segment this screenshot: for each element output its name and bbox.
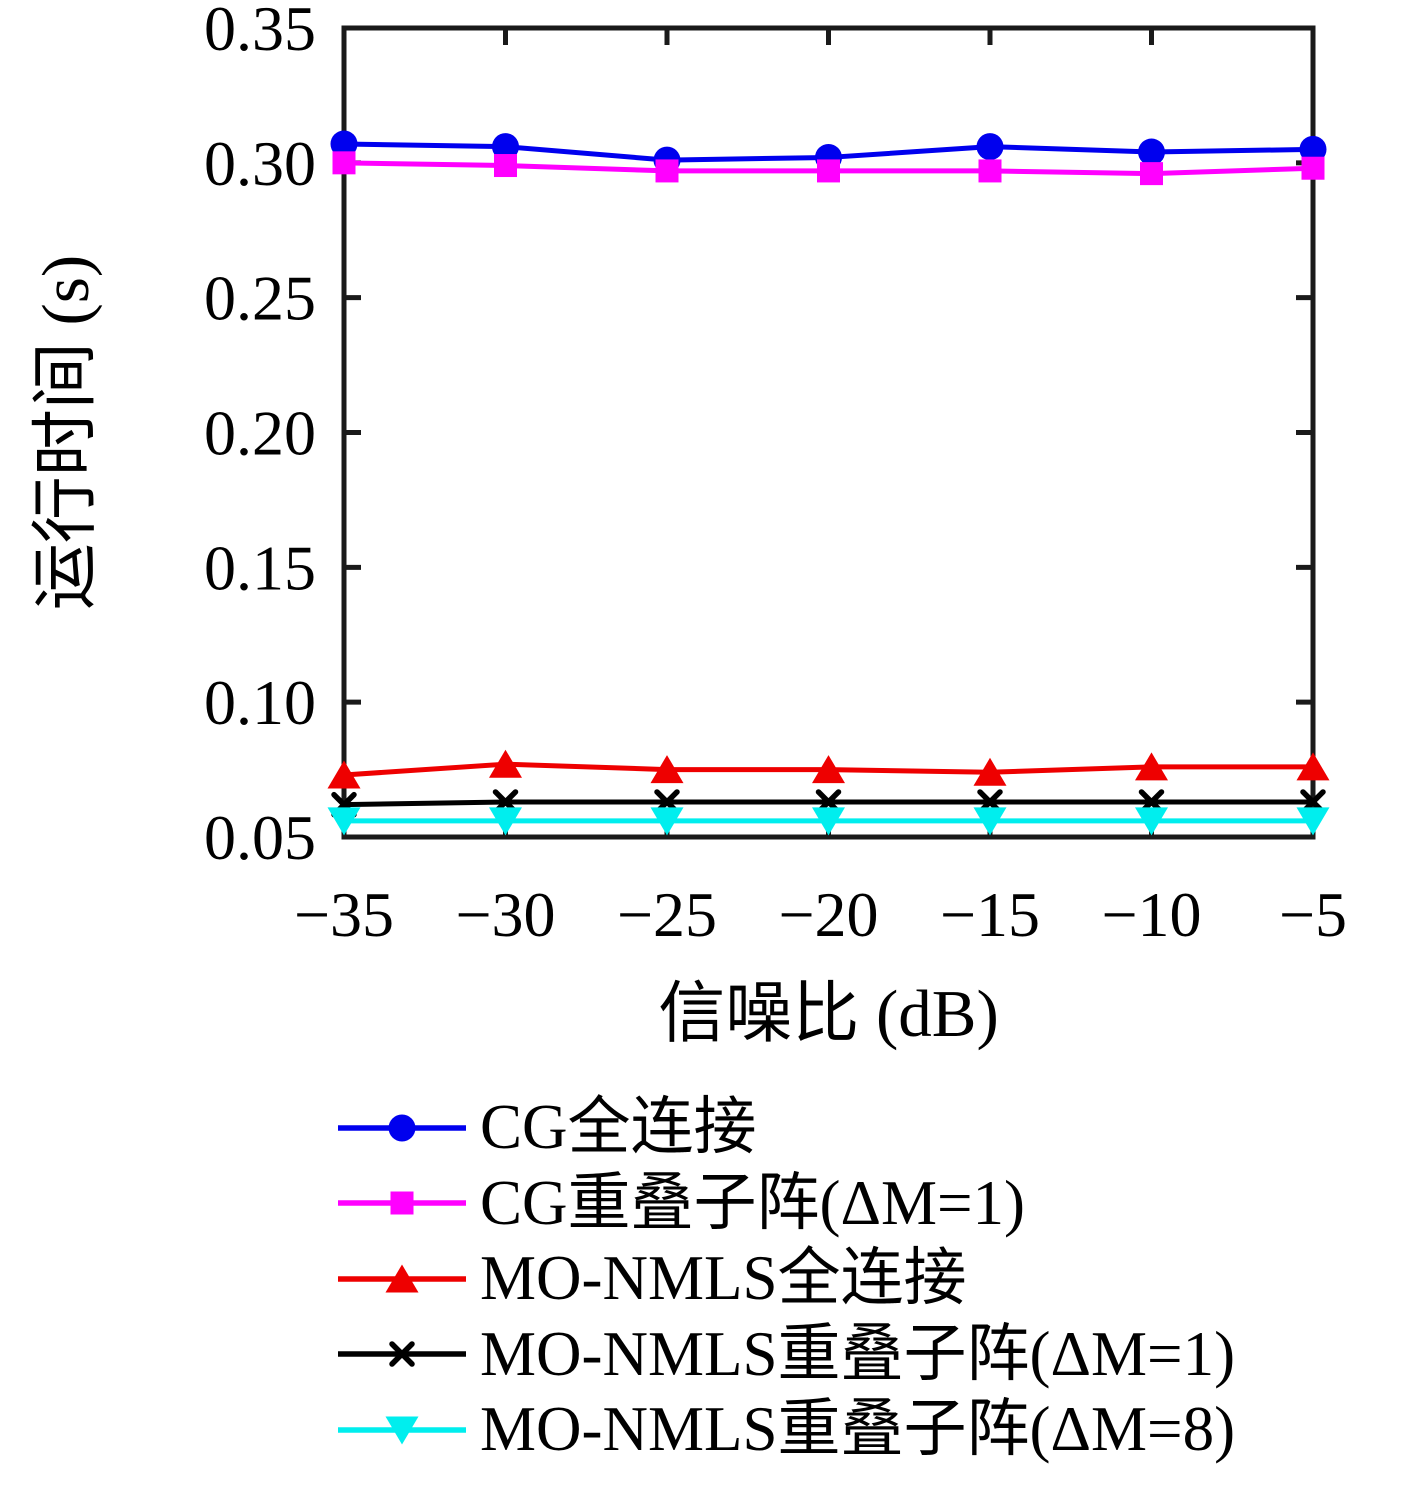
svg-text:0.15: 0.15 (204, 532, 316, 603)
series-1 (332, 151, 1325, 186)
svg-text:0.10: 0.10 (204, 667, 316, 738)
svg-text:0.05: 0.05 (204, 802, 316, 873)
legend-item: CG重叠子阵(ΔM=1) (336, 1166, 1235, 1242)
svg-text:−25: −25 (617, 879, 717, 950)
legend-item: MO-NMLS全连接 (336, 1241, 1235, 1317)
legend-label: CG重叠子阵(ΔM=1) (480, 1167, 1026, 1238)
svg-text:−10: −10 (1101, 879, 1201, 950)
svg-text:0.30: 0.30 (204, 128, 316, 199)
svg-text:0.20: 0.20 (204, 398, 316, 469)
svg-text:−30: −30 (455, 879, 555, 950)
legend-label: CG全连接 (480, 1092, 757, 1163)
circle-marker-icon (338, 1114, 466, 1142)
series-2 (327, 749, 1330, 789)
legend-item: CG全连接 (336, 1090, 1235, 1166)
svg-text:−20: −20 (778, 879, 878, 950)
y-axis-label: 运行时间 (s) (29, 255, 103, 610)
legend-item: MO-NMLS重叠子阵(ΔM=8) (336, 1392, 1235, 1468)
legend-item: MO-NMLS重叠子阵(ΔM=1) (336, 1317, 1235, 1393)
legend-label: MO-NMLS重叠子阵(ΔM=8) (480, 1394, 1236, 1465)
svg-text:−5: −5 (1279, 879, 1347, 950)
svg-text:0.25: 0.25 (204, 263, 316, 334)
svg-text:−35: −35 (294, 879, 394, 950)
svg-text:0.35: 0.35 (204, 0, 316, 64)
square-marker-icon (338, 1191, 466, 1215)
legend-label: MO-NMLS重叠子阵(ΔM=1) (480, 1318, 1236, 1389)
x-axis-label: 信噪比 (dB) (658, 977, 999, 1051)
series-0 (330, 130, 1327, 174)
legend-label: MO-NMLS全连接 (480, 1243, 967, 1314)
triangle-up-marker-icon (338, 1264, 466, 1293)
legend: CG全连接 CG重叠子阵(ΔM=1) MO-NMLS全连接 MO-NMLS重叠子… (336, 1090, 1235, 1468)
x-marker-icon (338, 1341, 466, 1367)
series-4 (327, 807, 1330, 836)
triangle-down-marker-icon (338, 1416, 466, 1445)
svg-text:−15: −15 (940, 879, 1040, 950)
x-tick-labels: −35 −30 −25 −20 −15 −10 −5 (294, 879, 1347, 950)
y-tick-labels: 0.05 0.10 0.15 0.20 0.25 0.30 0.35 (204, 0, 316, 873)
